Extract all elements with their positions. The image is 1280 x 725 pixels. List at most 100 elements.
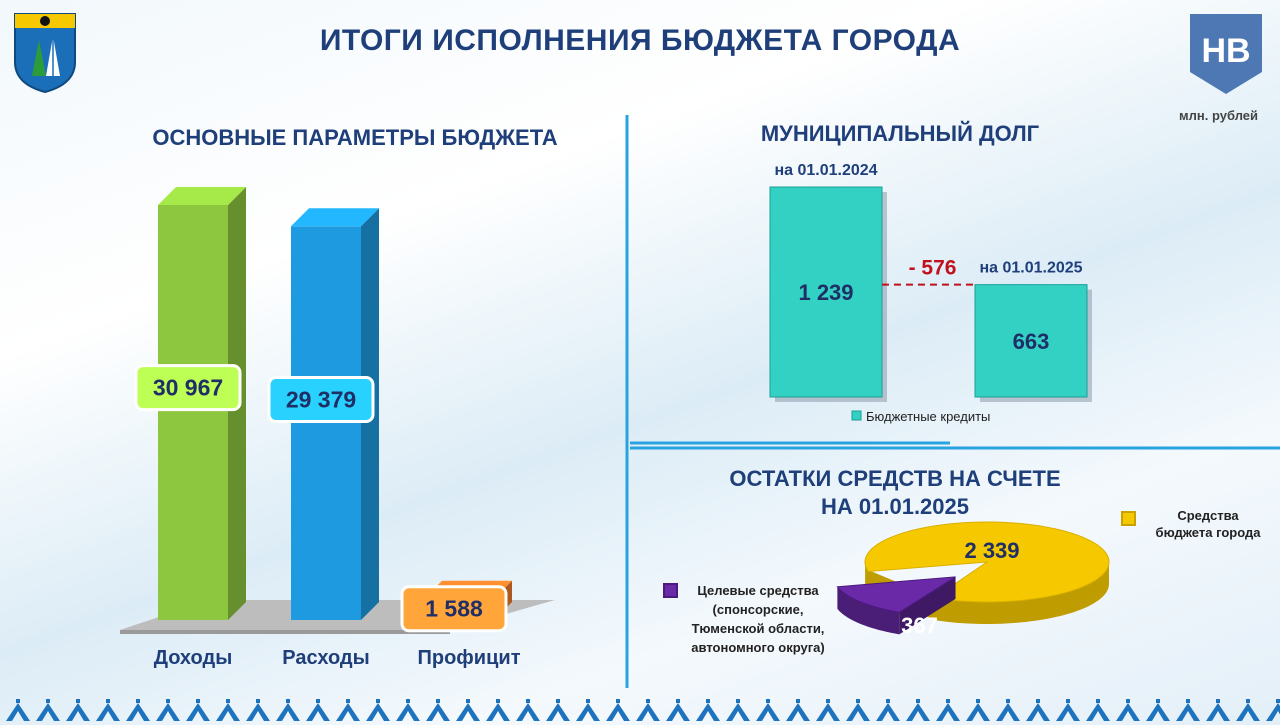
ornament-dot bbox=[226, 699, 230, 703]
ornament-motif bbox=[786, 703, 810, 721]
ornament-dot bbox=[466, 699, 470, 703]
ornament-motif bbox=[666, 703, 690, 721]
pie-slice-0-value: 2 339 bbox=[964, 538, 1019, 563]
ornament-motif bbox=[1236, 703, 1260, 721]
ornament-motif bbox=[1146, 703, 1170, 721]
ornament-motif bbox=[306, 703, 330, 721]
ornament-dot bbox=[256, 699, 260, 703]
ornament-motif bbox=[1086, 703, 1110, 721]
debt-bar-0 bbox=[769, 186, 883, 398]
debt-bar-1 bbox=[974, 284, 1088, 398]
ornament-dot bbox=[136, 699, 140, 703]
ornament-motif bbox=[156, 703, 180, 721]
ornament-dot bbox=[886, 699, 890, 703]
ornament-dot bbox=[856, 699, 860, 703]
pie-legend-1-line-0: Целевые средства bbox=[697, 583, 819, 598]
ornament-dot bbox=[736, 699, 740, 703]
balance-title-line2: НА 01.01.2025 bbox=[821, 494, 969, 519]
ornament-motif bbox=[1206, 703, 1230, 721]
ornament-dot bbox=[1216, 699, 1220, 703]
chart-floor-edge bbox=[120, 630, 450, 634]
ornament-motif bbox=[426, 703, 450, 721]
ornament-motif bbox=[216, 703, 240, 721]
nv-logo: НВ bbox=[1188, 12, 1264, 101]
debt-change-annotation: - 576 bbox=[909, 257, 957, 280]
ornament-dot bbox=[1036, 699, 1040, 703]
ornament-motif bbox=[1266, 703, 1280, 721]
ornament-dot bbox=[166, 699, 170, 703]
ornament-motif bbox=[606, 703, 630, 721]
balance-pie-chart: 2 339 367 Средства бюджета города Целевые ср… bbox=[663, 508, 1262, 655]
ornament-dot bbox=[1156, 699, 1160, 703]
bar-1-front bbox=[291, 226, 361, 620]
ornament-dot bbox=[556, 699, 560, 703]
ornament-dot bbox=[1006, 699, 1010, 703]
debt-legend-label: Бюджетные кредиты bbox=[866, 409, 990, 424]
budget-params-title: ОСНОВНЫЕ ПАРАМЕТРЫ БЮДЖЕТА bbox=[152, 125, 558, 150]
ornament-motif bbox=[126, 703, 150, 721]
bar-1-value-label: 29 379 bbox=[286, 387, 356, 413]
ornament-dot bbox=[976, 699, 980, 703]
budget-params-chart: 30 967 Доходы 29 379 Расходы 1 588 Профицит bbox=[120, 187, 555, 669]
balance-title: ОСТАТКИ СРЕДСТВ НА СЧЕТЕ НА 01.01.2025 bbox=[640, 465, 1150, 521]
bar-0-label-box bbox=[134, 364, 242, 412]
pie-slice-0 bbox=[864, 521, 1110, 603]
bar-1-top bbox=[291, 208, 379, 227]
ornament-motif bbox=[846, 703, 870, 721]
ornament-dot bbox=[526, 699, 530, 703]
ornament-motif bbox=[1056, 703, 1080, 721]
ornament-motif bbox=[906, 703, 930, 721]
debt-bar-1-value: 663 bbox=[1013, 329, 1050, 354]
ornament-dot bbox=[646, 699, 650, 703]
ornament-motif bbox=[516, 703, 540, 721]
pie-legend-1-line-2: Тюменской области, bbox=[692, 621, 825, 636]
bar-2-label-box bbox=[400, 585, 508, 633]
ornament-dot bbox=[376, 699, 380, 703]
ornament-dot bbox=[616, 699, 620, 703]
ornament-motif bbox=[756, 703, 780, 721]
ornament-motif bbox=[576, 703, 600, 721]
ornament-dot bbox=[916, 699, 920, 703]
ornament-motif bbox=[486, 703, 510, 721]
bar-1-label-box bbox=[267, 376, 375, 424]
city-coat-of-arms bbox=[12, 10, 78, 99]
ornament-motif bbox=[366, 703, 390, 721]
ornament-motif bbox=[96, 703, 120, 721]
bar-0-value-label: 30 967 bbox=[153, 375, 223, 401]
ornament-border bbox=[6, 699, 1280, 721]
debt-legend-swatch bbox=[851, 410, 862, 421]
ornament-motif bbox=[966, 703, 990, 721]
ornament-dot bbox=[46, 699, 50, 703]
ornament-dot bbox=[1126, 699, 1130, 703]
ornament-motif bbox=[336, 703, 360, 721]
ornament-dot bbox=[796, 699, 800, 703]
ornament-dot bbox=[346, 699, 350, 703]
debt-category-1: на 01.01.2025 bbox=[979, 260, 1082, 277]
pie-legend-1-line-1: (спонсорские, bbox=[713, 602, 804, 617]
ornament-motif bbox=[456, 703, 480, 721]
debt-title: МУНИЦИПАЛЬНЫЙ ДОЛГ bbox=[760, 121, 1040, 146]
pie-legend-0-line-1: бюджета города bbox=[1156, 525, 1262, 540]
debt-bar-0-value: 1 239 bbox=[798, 280, 853, 305]
pie-slice-1 bbox=[836, 576, 956, 613]
ornament-motif bbox=[1176, 703, 1200, 721]
ornament-dot bbox=[316, 699, 320, 703]
ornament-dot bbox=[106, 699, 110, 703]
pie-legend-1-swatch bbox=[663, 583, 678, 598]
pie-slice-1-value: 367 bbox=[901, 613, 938, 638]
ornament-motif bbox=[276, 703, 300, 721]
ornament-motif bbox=[546, 703, 570, 721]
ornament-motif bbox=[726, 703, 750, 721]
bar-0-top bbox=[158, 187, 246, 205]
pie-legend-0-swatch bbox=[1121, 511, 1136, 526]
balance-title-line1: ОСТАТКИ СРЕДСТВ НА СЧЕТЕ bbox=[729, 466, 1061, 491]
ornament-motif bbox=[636, 703, 660, 721]
ornament-motif bbox=[6, 703, 30, 721]
ornament-motif bbox=[696, 703, 720, 721]
ornament-motif bbox=[876, 703, 900, 721]
ornament-dot bbox=[16, 699, 20, 703]
ornament-motif bbox=[186, 703, 210, 721]
ornament-dot bbox=[406, 699, 410, 703]
pie-legend-1-label: Целевые средства (спонсорские, Тюменской о… bbox=[691, 583, 824, 655]
ornament-motif bbox=[936, 703, 960, 721]
